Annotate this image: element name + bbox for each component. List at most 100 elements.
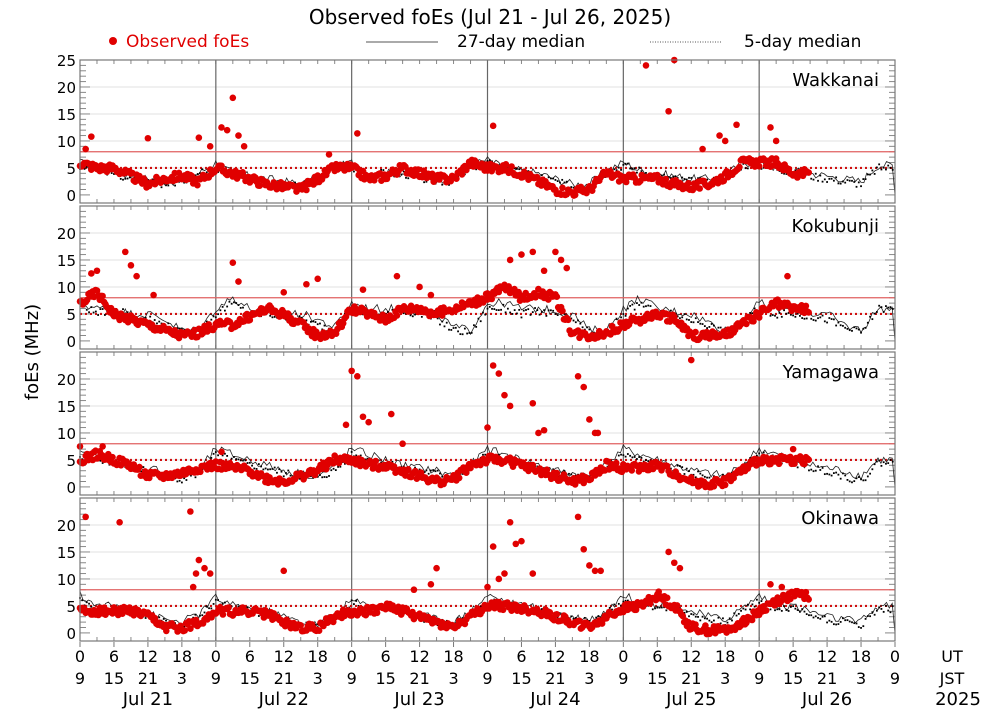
x-day-label: Jul 22 bbox=[258, 689, 309, 710]
median-5day-point bbox=[611, 608, 613, 611]
median-5day-point bbox=[380, 168, 382, 171]
median-5day-point bbox=[468, 332, 471, 334]
median-5day-point bbox=[242, 306, 244, 309]
median-5day-point bbox=[276, 471, 278, 474]
median-5day-point bbox=[477, 317, 480, 320]
median-5day-point bbox=[613, 603, 616, 606]
observed-spike-point bbox=[399, 440, 406, 448]
median-5day-point bbox=[201, 614, 204, 617]
median-5day-point bbox=[402, 312, 405, 315]
median-5day-point bbox=[885, 168, 887, 171]
median-5day-point bbox=[875, 460, 878, 463]
observed-point bbox=[559, 307, 566, 315]
observed-spike-point bbox=[206, 570, 214, 577]
median-5day-point bbox=[866, 321, 869, 324]
median-5day-point bbox=[823, 473, 826, 476]
median-5day-point bbox=[638, 304, 641, 306]
median-5day-point bbox=[860, 331, 862, 334]
observed-spike-point bbox=[195, 556, 203, 564]
median-5day-point bbox=[778, 312, 781, 314]
median-5day-point bbox=[484, 453, 487, 456]
median-5day-point bbox=[812, 178, 815, 181]
median-5day-point bbox=[122, 308, 124, 311]
median-5day-point bbox=[756, 454, 758, 457]
median-5day-point bbox=[479, 605, 482, 608]
median-5day-point bbox=[808, 614, 810, 617]
median-5day-point bbox=[832, 472, 835, 475]
median-5day-point bbox=[636, 171, 638, 174]
observed-spike-point bbox=[733, 121, 740, 129]
median-5day-point bbox=[685, 611, 688, 613]
median-5day-point bbox=[703, 475, 706, 478]
median-5day-point bbox=[310, 320, 312, 323]
median-5day-point bbox=[219, 309, 222, 312]
observed-point bbox=[673, 602, 681, 609]
median-5day-point bbox=[414, 466, 416, 469]
x-ut-tick-label: 6 bbox=[381, 647, 391, 666]
median-5day-point bbox=[717, 616, 720, 619]
median-5day-point bbox=[334, 469, 337, 472]
median-5day-point bbox=[851, 481, 853, 484]
median-5day-point bbox=[81, 458, 84, 461]
observed-spike-point bbox=[506, 402, 514, 410]
median-5day-point bbox=[640, 301, 643, 304]
median-5day-point bbox=[760, 600, 763, 602]
median-5day-point bbox=[282, 475, 285, 478]
median-5day-point bbox=[814, 319, 817, 322]
median-5day-point bbox=[656, 606, 659, 609]
y-tick-label: 15 bbox=[57, 544, 76, 562]
x-day-label: Jul 23 bbox=[393, 689, 444, 710]
x-jst-tick-label: 9 bbox=[618, 669, 628, 688]
observed-point bbox=[791, 460, 798, 468]
observed-spike-point bbox=[512, 540, 520, 548]
median-5day-point bbox=[889, 611, 892, 614]
median-5day-point bbox=[703, 325, 706, 328]
observed-point bbox=[802, 302, 810, 310]
median-5day-point bbox=[821, 180, 824, 183]
observed-point bbox=[342, 313, 350, 321]
observed-spike-point bbox=[240, 143, 248, 150]
median-5day-point bbox=[855, 327, 858, 330]
observed-spike-point bbox=[365, 418, 372, 426]
observed-spike-point bbox=[574, 372, 582, 380]
median-5day-point bbox=[626, 307, 629, 310]
observed-point bbox=[755, 314, 763, 321]
observed-spike-point bbox=[325, 151, 333, 158]
median-5day-point bbox=[572, 319, 575, 322]
median-5day-point bbox=[889, 306, 892, 309]
median-5day-point bbox=[448, 328, 450, 331]
median-5day-point bbox=[810, 317, 813, 320]
observed-spike-point bbox=[218, 448, 225, 456]
observed-point bbox=[663, 462, 671, 470]
observed-spike-point bbox=[116, 518, 123, 526]
median-5day-point bbox=[298, 477, 301, 480]
median-5day-point bbox=[425, 469, 428, 472]
median-5day-point bbox=[119, 177, 122, 180]
median-5day-point bbox=[581, 326, 584, 329]
median-5day-point bbox=[882, 166, 885, 169]
observed-spike-point bbox=[489, 543, 497, 550]
median-5day-point bbox=[842, 324, 844, 327]
median-5day-point bbox=[101, 308, 104, 310]
median-5day-point bbox=[692, 321, 695, 324]
median-5day-point bbox=[708, 619, 711, 622]
median-5day-point bbox=[860, 478, 862, 481]
median-5day-point bbox=[697, 177, 699, 180]
median-5day-point bbox=[287, 469, 290, 472]
observed-spike-point bbox=[574, 513, 582, 521]
x-ut-tick-label: 18 bbox=[172, 647, 192, 666]
median-5day-point bbox=[699, 619, 702, 622]
y-tick-label: 5 bbox=[66, 452, 76, 470]
median-5day-point bbox=[461, 617, 464, 619]
median-5day-point bbox=[891, 308, 894, 310]
observed-point bbox=[390, 463, 398, 470]
median-5day-point bbox=[891, 605, 894, 608]
median-5day-point bbox=[855, 185, 858, 188]
station-label: Wakkanai bbox=[792, 70, 879, 91]
x-jst-tick-label: 15 bbox=[375, 669, 395, 688]
median-5day-point bbox=[735, 614, 738, 617]
median-5day-point bbox=[688, 470, 690, 472]
median-5day-point bbox=[226, 305, 229, 308]
observed-point bbox=[696, 185, 703, 192]
median-5day-point bbox=[144, 316, 147, 319]
